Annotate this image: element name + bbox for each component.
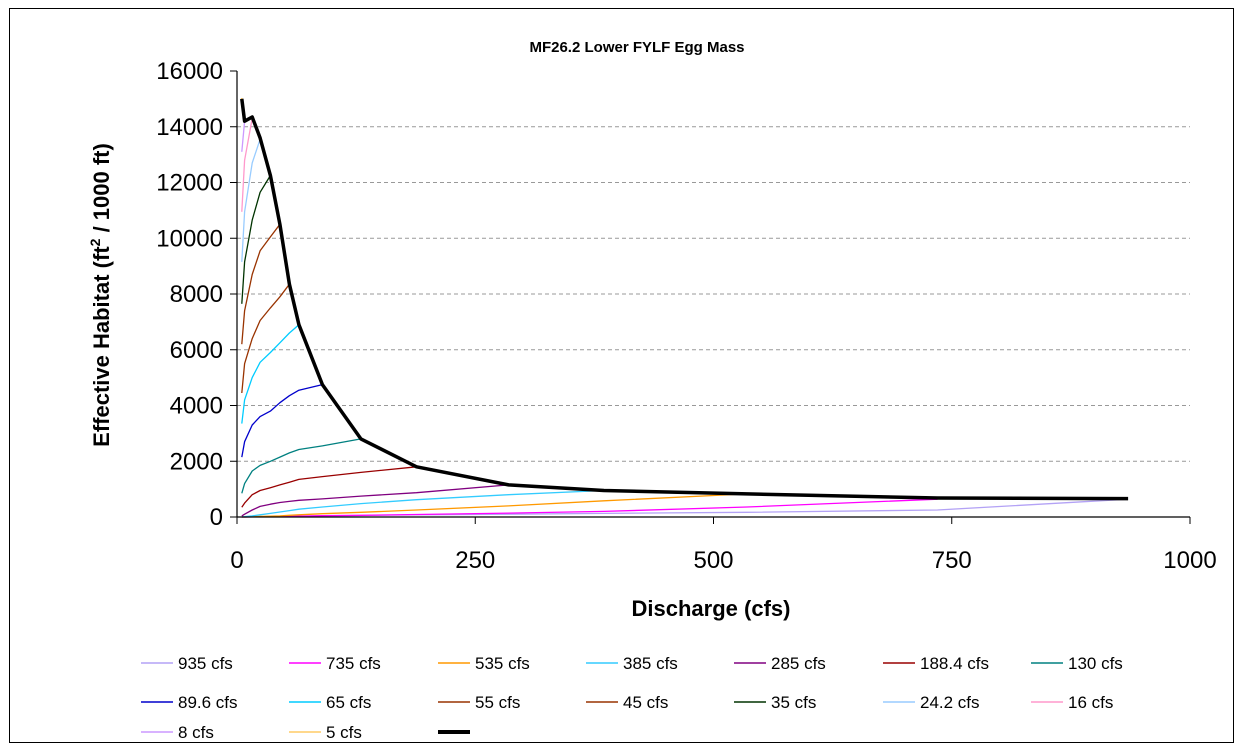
legend-label: 89.6 cfs [178,693,238,712]
x-axis-label: Discharge (cfs) [632,596,791,621]
series-89-6-cfs [241,383,323,458]
legend-item: 735 cfs [289,654,381,673]
series-130-cfs [241,438,362,494]
y-tick-label: 12000 [156,170,223,197]
series-24-2-cfs [241,139,261,262]
legend-label: 735 cfs [326,654,381,673]
series-55-cfs [241,283,290,394]
legend-item: 130 cfs [1031,654,1123,673]
series-lines [240,97,1129,518]
x-tick-label: 250 [455,547,495,574]
x-tick-label: 0 [230,547,243,574]
legend-item: 89.6 cfs [141,693,238,712]
legend-label: 385 cfs [623,654,678,673]
y-axis-label-superscript: 2 [87,238,103,246]
legend-item: 385 cfs [586,654,678,673]
y-tick-label: 16000 [156,58,223,85]
series-16-cfs [241,118,253,212]
legend-item: 35 cfs [734,693,816,712]
y-axis-label: Effective Habitat (ft2 / 1000 ft) [87,143,114,447]
legend-label: 35 cfs [771,693,816,712]
legend-label: 16 cfs [1068,693,1113,712]
legend-label: 285 cfs [771,654,826,673]
y-tick-label: 2000 [170,448,223,475]
legend-item: 45 cfs [586,693,668,712]
series-8-cfs [241,121,246,152]
legend-label: 65 cfs [326,693,371,712]
legend-label: 55 cfs [475,693,520,712]
legend-item: 24.2 cfs [883,693,980,712]
legend-label: 935 cfs [178,654,233,673]
y-tick-label: 4000 [170,393,223,420]
legend-label: 535 cfs [475,654,530,673]
series-188-4-cfs [241,466,417,508]
legend-item: 65 cfs [289,693,371,712]
legend-item: 188.4 cfs [883,654,989,673]
y-tick-labels: 0 2000 4000 6000 8000 10000 12000 14000 16000 [156,58,223,531]
x-tick-label: 1000 [1163,547,1216,574]
legend: 935 cfs 735 cfs 535 cfs 385 cfs 285 cfs 188.4… [141,654,1123,742]
legend-item: 55 cfs [438,693,520,712]
grid [237,126,1190,462]
legend-item: 16 cfs [1031,693,1113,712]
legend-label: 5 cfs [326,723,362,742]
y-tick-label: 6000 [170,337,223,364]
legend-item: 935 cfs [141,654,233,673]
legend-item: 285 cfs [734,654,826,673]
legend-item: 535 cfs [438,654,530,673]
y-tick-label: 10000 [156,225,223,252]
series-285-cfs [241,484,509,517]
legend-label: 130 cfs [1068,654,1123,673]
y-tick-label: 14000 [156,114,223,141]
y-axis-label-tail: / 1000 ft) [89,143,114,238]
y-tick-label: 0 [210,504,223,531]
legend-label: 24.2 cfs [920,693,980,712]
series-935-cfs [241,498,1129,518]
legend-item: 8 cfs [141,723,214,742]
series-65-cfs [241,324,300,424]
legend-label: 188.4 cfs [920,654,989,673]
axes [230,70,1191,524]
x-tick-labels: 0 250 500 750 1000 [230,547,1216,574]
x-tick-label: 750 [932,547,972,574]
y-axis-label-main: Effective Habitat (ft [89,246,114,447]
series-45-cfs [241,223,281,345]
chart-title: MF26.2 Lower FYLF Egg Mass [529,39,744,56]
chart-frame [9,8,1234,743]
x-tick-label: 500 [693,547,733,574]
series-envelope [240,98,1129,501]
series-35-cfs [241,175,271,304]
legend-item: 5 cfs [289,723,362,742]
y-tick-label: 8000 [170,281,223,308]
legend-label: 8 cfs [178,723,214,742]
legend-label: 45 cfs [623,693,668,712]
series-385-cfs [241,489,604,518]
